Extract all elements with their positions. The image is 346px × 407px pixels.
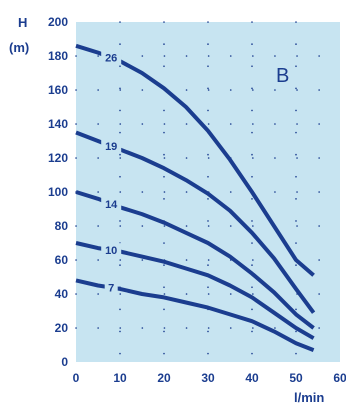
curve-label-26: 26 (105, 53, 117, 65)
ticks: 0 20 40 60 80 100 120 140 160 180 200 0 10 20 30 40 50 60 (48, 15, 346, 385)
y-tick-label: 60 (55, 253, 69, 267)
curve-label-bg-26 (101, 50, 122, 65)
x-tick-label: 20 (157, 371, 171, 385)
y-tick-label: 20 (55, 321, 69, 335)
x-tick-label: 40 (245, 371, 259, 385)
y-tick-label: 140 (48, 117, 68, 131)
curve-label-7: 7 (108, 283, 114, 295)
y-tick-label: 180 (48, 49, 68, 63)
curve-label-bg-19 (101, 139, 122, 154)
curve-label-14: 14 (105, 199, 118, 211)
y-tick-label: 0 (61, 355, 68, 369)
curve-label-bg-10 (101, 243, 122, 258)
curve-label-10: 10 (105, 245, 117, 257)
x-tick-label: 50 (289, 371, 303, 385)
y-axis-unit: (m) (9, 40, 29, 55)
corner-label: B (276, 65, 289, 87)
y-tick-label: 100 (48, 185, 68, 199)
x-tick-label: 30 (201, 371, 215, 385)
y-tick-label: 160 (48, 83, 68, 97)
y-tick-label: 200 (48, 15, 68, 29)
curve-label-19: 19 (105, 141, 117, 153)
y-tick-label: 120 (48, 151, 68, 165)
curve-label-bg-7 (104, 280, 118, 295)
y-axis-label: H (18, 15, 27, 30)
y-tick-label: 40 (55, 287, 69, 301)
x-tick-label: 0 (73, 371, 80, 385)
y-tick-label: 80 (55, 219, 69, 233)
curves: 26 19 14 10 7 (75, 43, 316, 352)
x-tick-label: 60 (333, 371, 346, 385)
x-axis-label: l/min (294, 390, 324, 405)
x-tick-label: 10 (113, 371, 127, 385)
curve-label-bg-14 (101, 196, 122, 211)
